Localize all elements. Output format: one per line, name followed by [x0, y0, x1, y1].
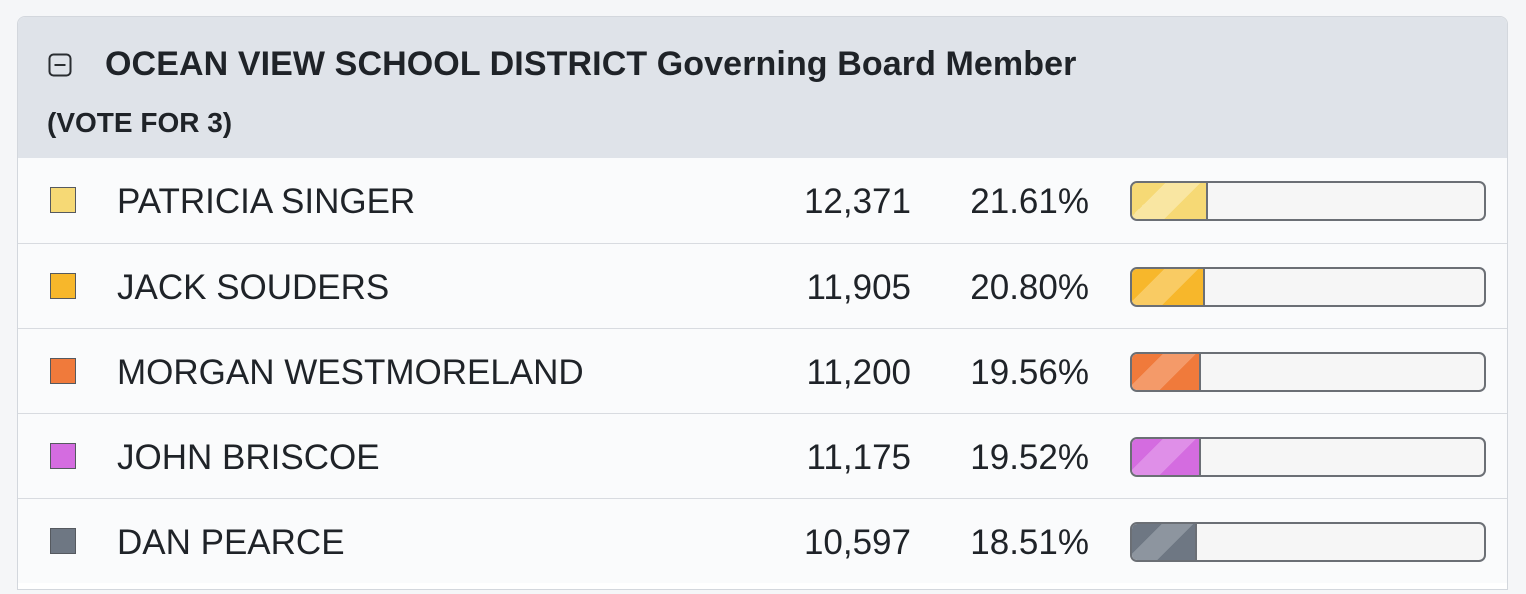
candidate-color-swatch — [50, 443, 76, 469]
minus-square-icon[interactable] — [48, 53, 72, 77]
candidate-percent: 21.61% — [970, 182, 1089, 221]
vote-for-label: (VOTE FOR 3) — [47, 107, 233, 138]
candidate-row: JACK SOUDERS 11,905 20.80% — [18, 243, 1507, 328]
vote-share-bar — [1130, 352, 1486, 392]
contest-header: OCEAN VIEW SCHOOL DISTRICT Governing Boa… — [18, 17, 1507, 158]
candidate-row: DAN PEARCE 10,597 18.51% — [18, 498, 1507, 583]
candidate-votes: 12,371 — [803, 182, 911, 221]
candidate-row: PATRICIA SINGER 12,371 21.61% — [18, 158, 1507, 243]
contest-panel: OCEAN VIEW SCHOOL DISTRICT Governing Boa… — [17, 16, 1508, 590]
vote-share-bar-fill — [1132, 183, 1208, 219]
vote-share-bar-fill — [1132, 524, 1197, 560]
candidate-votes: 10,597 — [803, 523, 911, 562]
candidate-votes: 11,175 — [806, 438, 911, 477]
vote-share-bar — [1130, 437, 1486, 477]
candidate-row: JOHN BRISCOE 11,175 19.52% — [18, 413, 1507, 498]
vote-share-bar-fill — [1132, 439, 1201, 475]
vote-share-bar — [1130, 522, 1486, 562]
candidate-name: PATRICIA SINGER — [117, 182, 416, 221]
candidate-percent: 18.51% — [970, 523, 1089, 562]
candidate-color-swatch — [50, 273, 76, 299]
vote-share-bar — [1130, 267, 1486, 307]
vote-share-bar-fill — [1132, 354, 1201, 390]
contest-title: OCEAN VIEW SCHOOL DISTRICT Governing Boa… — [105, 45, 1077, 83]
candidate-percent: 20.80% — [970, 268, 1089, 307]
candidate-percent: 19.52% — [970, 438, 1089, 477]
vote-share-bar — [1130, 181, 1486, 221]
candidate-color-swatch — [50, 358, 76, 384]
candidate-name: JACK SOUDERS — [117, 268, 390, 307]
candidate-votes: 11,905 — [806, 268, 911, 307]
candidate-row: MORGAN WESTMORELAND 11,200 19.56% — [18, 328, 1507, 413]
vote-share-bar-fill — [1132, 269, 1205, 305]
candidate-name: DAN PEARCE — [117, 523, 345, 562]
candidate-list: PATRICIA SINGER 12,371 21.61% JACK SOUDE… — [18, 158, 1507, 583]
candidate-name: MORGAN WESTMORELAND — [117, 353, 584, 392]
candidate-name: JOHN BRISCOE — [117, 438, 380, 477]
candidate-color-swatch — [50, 528, 76, 554]
candidate-percent: 19.56% — [970, 353, 1089, 392]
candidate-color-swatch — [50, 187, 76, 213]
candidate-votes: 11,200 — [806, 353, 911, 392]
